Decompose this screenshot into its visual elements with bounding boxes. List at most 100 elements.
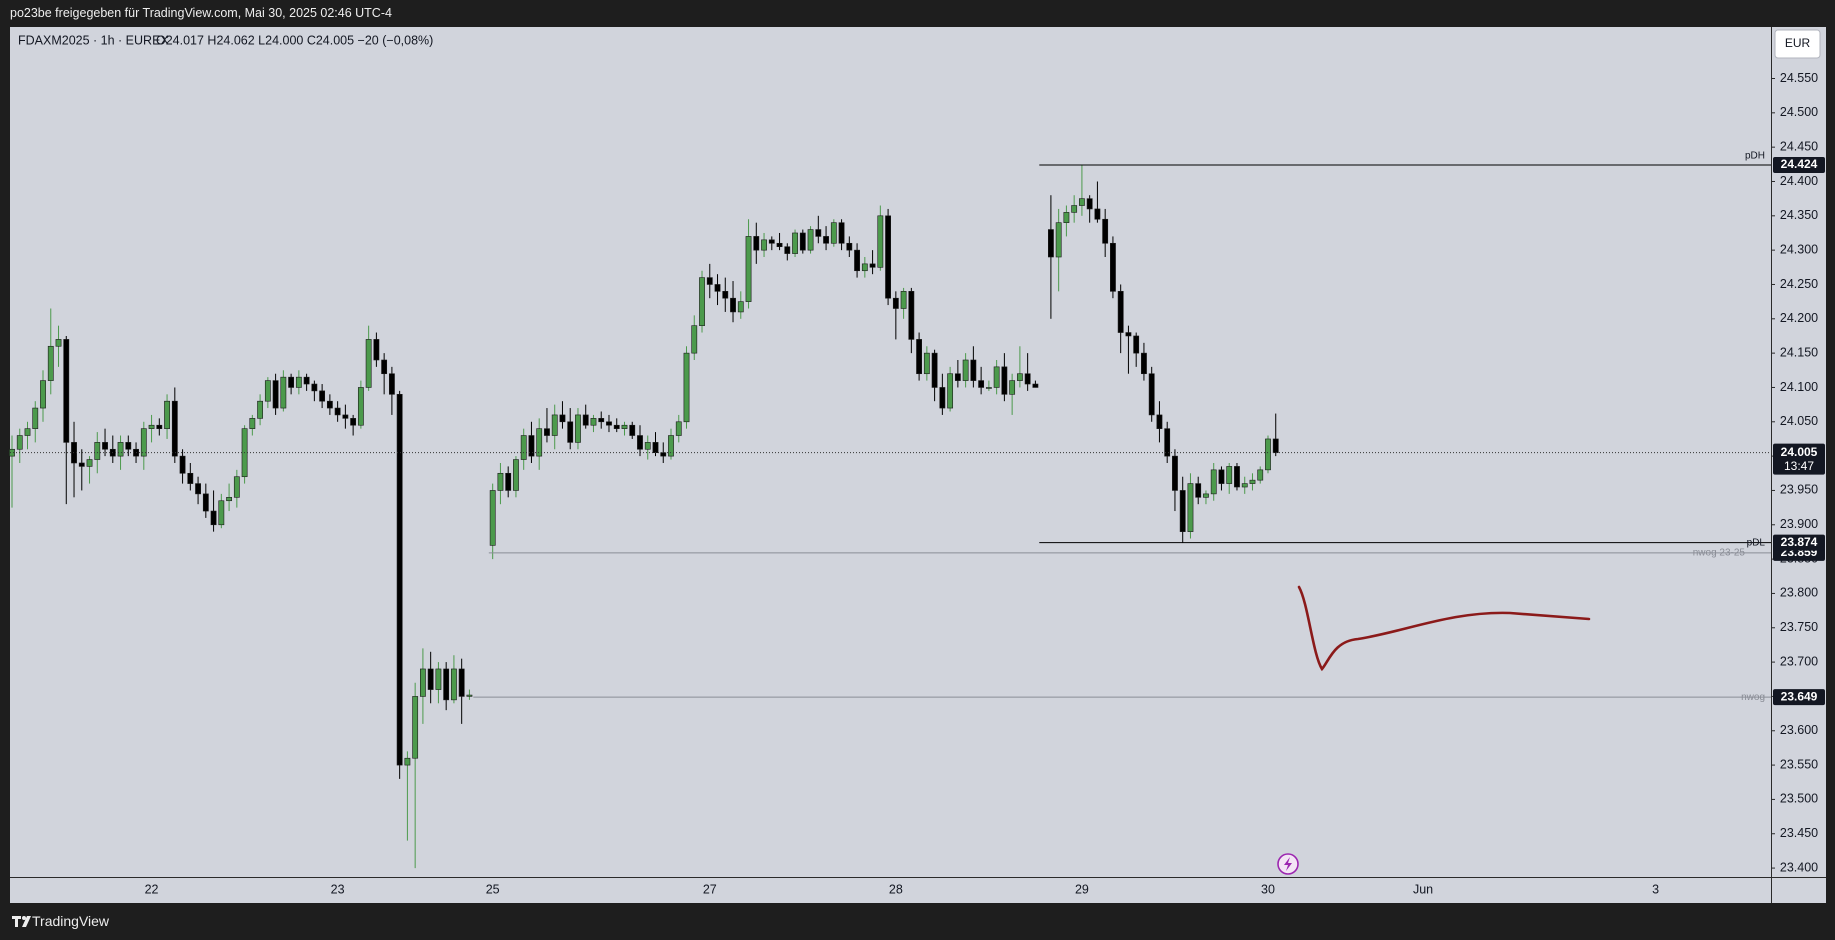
candle-body xyxy=(451,668,457,701)
candle-body xyxy=(823,236,829,244)
candle-body xyxy=(412,696,419,759)
candle-body xyxy=(288,376,295,388)
candle-body xyxy=(86,459,93,467)
candle-body xyxy=(427,668,434,690)
candle-body xyxy=(24,428,31,436)
candle-body xyxy=(621,424,628,429)
candle-body xyxy=(249,418,256,429)
y-tick-label: 24.350 xyxy=(1780,208,1818,222)
candle-body xyxy=(575,414,581,443)
bottom-bar: TradingView xyxy=(0,903,1835,940)
y-tick-label: 24.150 xyxy=(1780,345,1818,359)
x-tick-label: 22 xyxy=(145,882,159,896)
candle-body xyxy=(489,490,496,546)
candle-body xyxy=(1241,483,1248,488)
ohlc-legend: O24.017 H24.062 L24.000 C24.005 −20 (−0,… xyxy=(156,33,433,47)
candle-body xyxy=(536,428,543,457)
chart: FDAXM2025 · 1h · EUREX O24.017 H24.062 L… xyxy=(9,27,1826,903)
candle-body xyxy=(350,418,357,426)
candle-body xyxy=(730,297,736,313)
candle-body xyxy=(830,222,837,244)
candle-body xyxy=(140,428,147,457)
candle-body xyxy=(846,242,853,251)
candle-body xyxy=(629,424,636,436)
y-tick-label: 23.450 xyxy=(1780,826,1818,840)
candle-body xyxy=(644,442,651,450)
candle-body xyxy=(1156,414,1163,429)
y-tick-label: 24.100 xyxy=(1780,380,1818,394)
candle-body xyxy=(319,390,326,402)
candle-body xyxy=(978,380,985,388)
x-tick-label: Jun xyxy=(1413,882,1433,896)
y-tick-label: 23.750 xyxy=(1780,620,1818,634)
candle-body xyxy=(1133,335,1140,354)
y-tick-label: 24.400 xyxy=(1780,174,1818,188)
candle-body xyxy=(691,325,698,354)
candle-body xyxy=(102,442,108,450)
candle-body xyxy=(544,428,550,436)
candle-body xyxy=(1071,205,1078,213)
candle-body xyxy=(381,359,388,375)
candle-body xyxy=(637,435,643,450)
candle-body xyxy=(528,435,535,457)
candle-body xyxy=(714,284,721,292)
candle-body xyxy=(892,297,899,309)
candle-body xyxy=(1001,366,1008,395)
candle-body xyxy=(1187,483,1194,532)
candle-body xyxy=(1218,469,1225,484)
candle-body xyxy=(226,497,232,502)
candle-body xyxy=(1110,242,1116,292)
candle-body xyxy=(233,476,240,498)
y-tick-label: 24.250 xyxy=(1780,277,1818,291)
candle-body xyxy=(861,263,868,272)
candle-body xyxy=(1148,373,1155,416)
candle-body xyxy=(768,239,775,244)
y-tick-label: 23.500 xyxy=(1780,792,1818,806)
candle-body xyxy=(706,277,713,285)
candle-body xyxy=(1141,352,1147,375)
candle-body xyxy=(458,668,465,697)
x-tick-label: 23 xyxy=(331,882,345,896)
lightning-icon[interactable] xyxy=(1277,853,1299,875)
candle-body xyxy=(40,380,46,409)
top-bar: po23be freigegeben für TradingView.com, … xyxy=(0,0,1835,27)
logo-part xyxy=(22,916,26,920)
price-tag xyxy=(1773,534,1825,551)
currency-label[interactable]: EUR xyxy=(1785,36,1811,50)
candle-body xyxy=(179,455,186,474)
currency-button[interactable] xyxy=(1774,29,1821,59)
candle-body xyxy=(303,376,310,385)
candle-body xyxy=(1257,469,1264,481)
candle-body xyxy=(761,239,767,251)
candle-body xyxy=(125,442,132,450)
y-tick-label: 24.200 xyxy=(1780,311,1818,325)
logo-part xyxy=(15,916,18,927)
candle-body xyxy=(1179,490,1186,532)
candle-body xyxy=(47,345,54,381)
candle-body xyxy=(117,442,124,457)
candle-body xyxy=(404,757,411,766)
candle-body xyxy=(94,442,101,460)
price-tag xyxy=(1773,689,1825,706)
candle-body xyxy=(675,421,682,436)
candle-body xyxy=(1210,469,1217,495)
candle-body xyxy=(551,414,558,436)
candle-body xyxy=(590,418,597,426)
candle-body xyxy=(923,352,930,375)
x-tick-label: 30 xyxy=(1261,882,1275,896)
candle-body xyxy=(63,339,70,443)
candle-body xyxy=(342,414,349,419)
candle-body xyxy=(55,339,62,347)
candle-body xyxy=(195,483,201,495)
last-price-label: 24.005 xyxy=(1781,445,1818,459)
candle-body xyxy=(869,263,876,268)
candle-body xyxy=(1079,198,1085,206)
price-tag-label: 23.649 xyxy=(1781,689,1818,703)
x-tick-label: 28 xyxy=(889,882,903,896)
icon-bolt[interactable] xyxy=(1284,857,1292,871)
candle-body xyxy=(32,407,39,429)
countdown: 13:47 xyxy=(1784,459,1814,473)
candle-body xyxy=(505,472,512,491)
candle-body xyxy=(1048,229,1054,258)
candle-body xyxy=(939,387,946,409)
